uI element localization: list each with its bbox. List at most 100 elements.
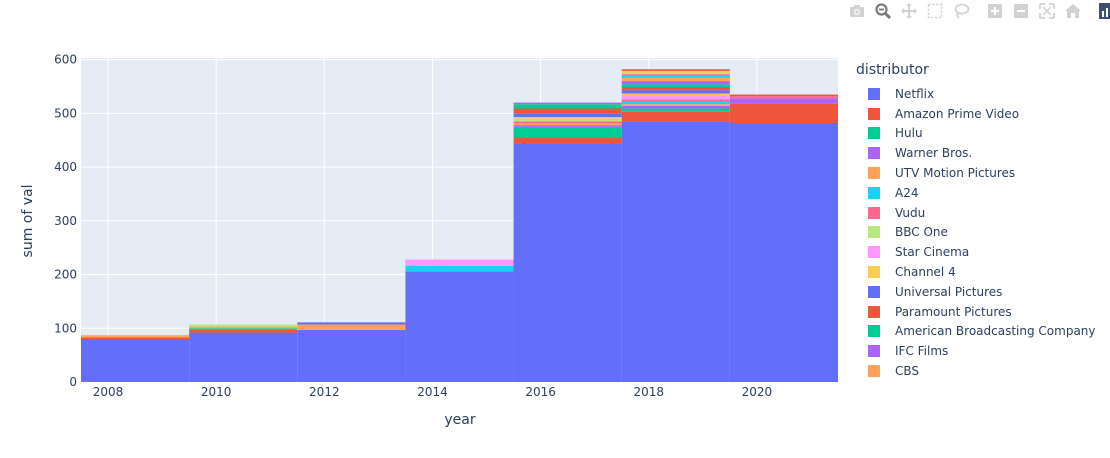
bar-segment[interactable] [513,104,622,109]
bar-segment[interactable] [621,121,730,382]
bar-segment[interactable] [297,324,406,330]
x-tick-label: 2008 [93,385,124,399]
bar-segment[interactable] [621,72,730,75]
legend-label: A24 [895,185,919,200]
y-tick-label: 300 [54,214,77,228]
bar-segment[interactable] [189,326,298,329]
bar-segment[interactable] [513,123,622,126]
legend-item[interactable]: Paramount Pictures [856,302,1096,322]
bar-segment[interactable] [621,93,730,96]
bar-segment[interactable] [297,329,406,382]
legend-swatch [868,127,880,140]
pan-icon[interactable] [898,1,920,21]
legend-item[interactable]: BBC One [856,223,1096,243]
bar-segment[interactable] [81,339,190,382]
bar-segment[interactable] [81,336,190,338]
bar-segment[interactable] [297,322,406,325]
legend-item[interactable]: IFC Films [856,341,1096,361]
legend-item[interactable]: A24 [856,183,1096,203]
legend-swatch [868,345,880,358]
bar-segment[interactable] [621,87,730,91]
bar-segment[interactable] [405,265,514,272]
legend-swatch [868,167,880,180]
y-tick-label: 100 [54,321,77,335]
bar-segment[interactable] [621,75,730,78]
bar-segment[interactable] [405,271,514,382]
legend-swatch [868,87,880,100]
zoom-in-icon[interactable] [984,1,1006,21]
bar-segment[interactable] [81,335,190,337]
legend-label: Netflix [895,86,935,101]
bar-segment[interactable] [513,108,622,114]
bar-segment[interactable] [189,329,298,333]
bar-segment[interactable] [621,108,730,112]
legend-label: Amazon Prime Video [895,106,1020,121]
legend-item[interactable]: Star Cinema [856,242,1096,262]
bar-segment[interactable] [621,90,730,94]
x-tick-label: 2018 [633,385,664,399]
legend-item[interactable]: Warner Bros. [856,143,1096,163]
legend: distributor Netflix Amazon Prime Video Hul… [856,62,1096,381]
bar-segment[interactable] [729,103,838,124]
legend-item[interactable]: Amazon Prime Video [856,104,1096,124]
bar-segment[interactable] [513,113,622,118]
legend-item[interactable]: CBS [856,361,1096,381]
bar-segment[interactable] [513,137,622,144]
lasso-select-icon[interactable] [950,1,972,21]
modebar [846,0,1110,22]
bar-segment[interactable] [405,259,514,266]
x-tick-label: 2010 [201,385,232,399]
legend-swatch [868,186,880,199]
bar-segment[interactable] [621,105,730,109]
legend-item[interactable]: Hulu [856,124,1096,144]
bar-segment[interactable] [621,81,730,85]
bar-segment[interactable] [81,337,190,340]
plotly-logo-icon[interactable] [1096,1,1110,21]
legend-item[interactable]: UTV Motion Pictures [856,163,1096,183]
bar-segment[interactable] [621,99,730,102]
bar-segment[interactable] [621,84,730,88]
bar-segment[interactable] [729,94,838,97]
bar-segment[interactable] [729,123,838,382]
bar-segment[interactable] [621,95,730,100]
legend-item[interactable]: Vudu [856,203,1096,223]
bar-segment[interactable] [729,98,838,104]
legend-item[interactable]: American Broadcasting Company [856,322,1096,342]
zoom-icon[interactable] [872,1,894,21]
autoscale-icon[interactable] [1036,1,1058,21]
bar-segment[interactable] [189,328,298,330]
legend-label: Hulu [895,126,923,141]
bar-segment[interactable] [513,126,622,138]
legend-label: Warner Bros. [895,146,973,161]
box-select-icon[interactable] [924,1,946,21]
legend-item[interactable]: Netflix [856,84,1096,104]
bar-segment[interactable] [621,74,730,76]
legend-swatch [868,305,880,318]
zoom-out-icon[interactable] [1010,1,1032,21]
bar-segment[interactable] [513,102,622,105]
camera-icon[interactable] [846,1,868,21]
legend-swatch [868,325,880,338]
bar-segment[interactable] [621,111,730,122]
legend-item[interactable]: Universal Pictures [856,282,1096,302]
bar-segment[interactable] [513,121,622,124]
bar-segment[interactable] [729,96,838,99]
bar-segment[interactable] [621,101,730,105]
x-tick-label: 2020 [742,385,773,399]
bar-segment[interactable] [621,70,730,73]
bar-segment[interactable] [513,143,622,382]
bar-segment[interactable] [621,77,730,82]
bar-segment[interactable] [513,125,622,127]
bar-segment[interactable] [189,332,298,382]
bar-segment[interactable] [513,119,622,122]
bar-segment[interactable] [621,104,730,106]
legend-item[interactable]: Channel 4 [856,262,1096,282]
bar-segment[interactable] [189,324,298,327]
bar-segment[interactable] [621,69,730,71]
y-tick-label: 600 [54,53,77,67]
reset-axes-icon[interactable] [1062,1,1084,21]
y-tick-label: 400 [54,160,77,174]
bar-segment[interactable] [513,118,622,120]
bar-segment[interactable] [513,117,622,119]
